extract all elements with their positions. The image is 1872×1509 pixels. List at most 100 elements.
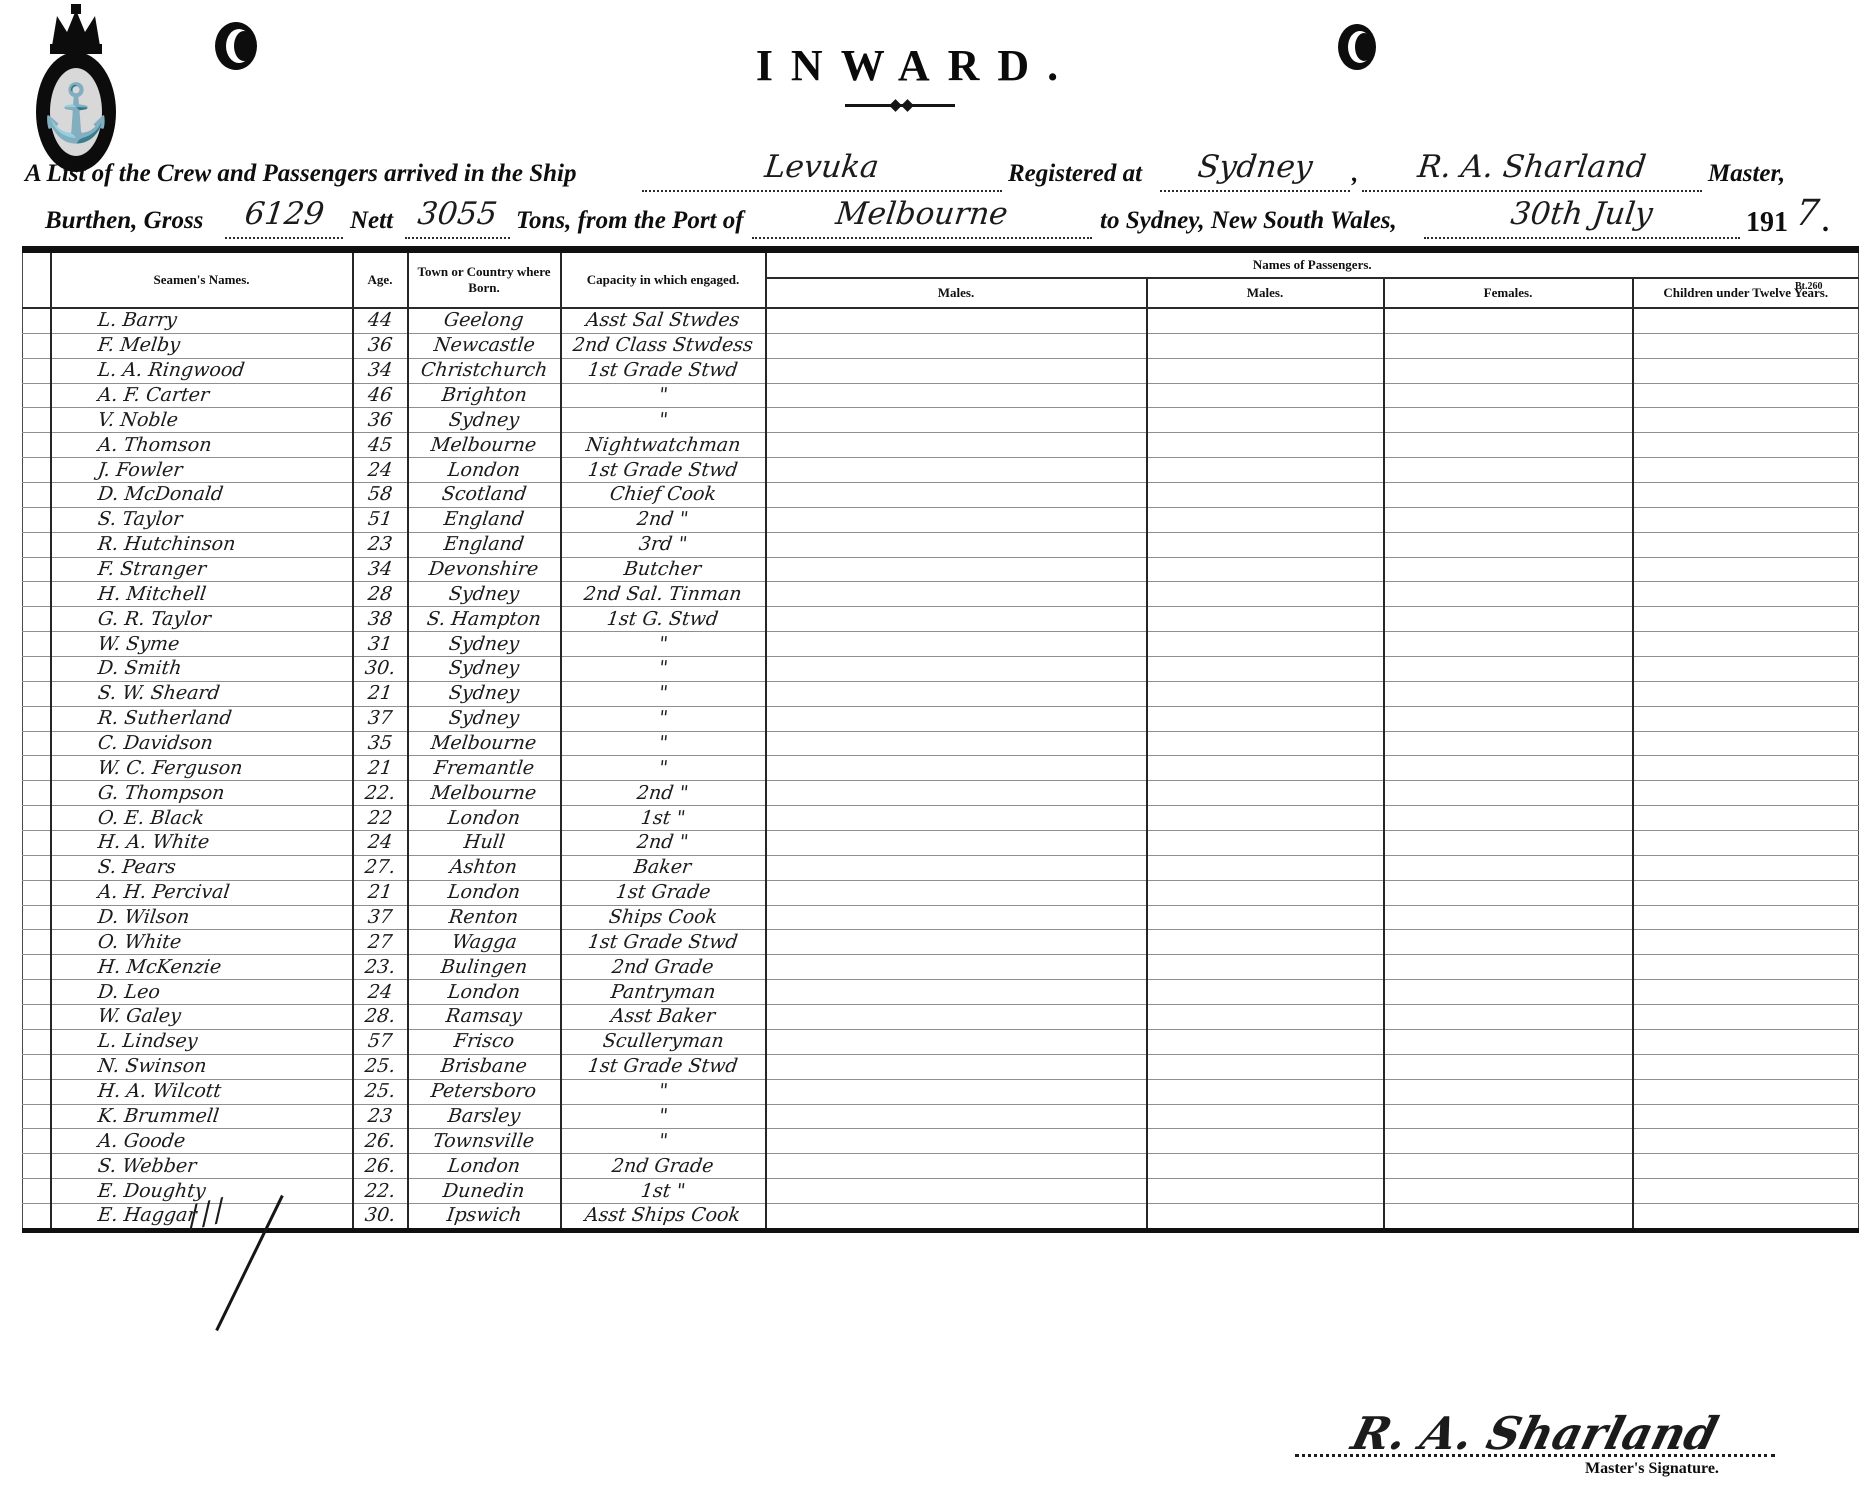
- passenger-cell-children: [1631, 755, 1859, 782]
- table-row: H. Mitchell 28 Sydney 2nd Sal. Tinman: [22, 581, 1859, 608]
- table-row: S. Webber 26. London 2nd Grade: [22, 1153, 1859, 1180]
- passenger-cell-males1: [764, 731, 1147, 757]
- seaman-name: H. Mitchell: [96, 582, 207, 605]
- passenger-cell-males1: [764, 1079, 1147, 1105]
- hole-punch-icon: [215, 22, 257, 70]
- passenger-cell-children: [1631, 1153, 1859, 1180]
- seaman-town: Renton: [448, 906, 520, 929]
- passenger-cell-females: [1382, 1128, 1633, 1155]
- passenger-cell-males2: [1145, 383, 1384, 409]
- seaman-capacity: Asst Sal Stwdes: [584, 309, 742, 332]
- passenger-cell-females: [1382, 780, 1633, 807]
- table-row: A. H. Percival 21 London 1st Grade: [22, 880, 1859, 906]
- passenger-cell-males1: [764, 532, 1147, 558]
- passenger-cell-males1: [764, 830, 1147, 856]
- blank-cell: [22, 358, 51, 384]
- table-row: K. Brummell 23 Barsley ": [22, 1104, 1859, 1130]
- seaman-age: 23: [366, 533, 394, 556]
- seaman-capacity: 2nd Grade: [610, 955, 716, 978]
- passenger-children-header: Children under Twelve Years.: [1631, 277, 1859, 309]
- seaman-capacity: Asst Baker: [609, 1005, 717, 1028]
- burthen-label: Burthen, Gross: [45, 207, 204, 234]
- seaman-town: Geelong: [442, 309, 526, 332]
- seaman-capacity: Chief Cook: [608, 483, 718, 506]
- seaman-age: 36: [366, 334, 394, 357]
- seaman-town: Fremantle: [432, 756, 536, 779]
- passenger-cell-males2: [1145, 532, 1384, 558]
- blank-cell: [22, 482, 51, 508]
- seaman-name: F. Melby: [96, 334, 181, 357]
- seaman-town: Barsley: [446, 1104, 522, 1127]
- passenger-cell-females: [1382, 1203, 1633, 1231]
- seaman-age: 35: [366, 732, 394, 755]
- passenger-cell-males2: [1145, 706, 1384, 732]
- blank-cell: [22, 880, 51, 906]
- passenger-cell-males2: [1145, 1029, 1384, 1055]
- seaman-age: 24: [366, 831, 394, 854]
- blank-cell: [22, 407, 51, 434]
- passenger-cell-males2: [1145, 457, 1384, 484]
- seaman-age: 23: [366, 1104, 394, 1127]
- passenger-cell-males2: [1145, 308, 1384, 334]
- passenger-cell-males2: [1145, 681, 1384, 707]
- blank-cell: [22, 1004, 51, 1030]
- passenger-cell-children: [1631, 706, 1859, 732]
- seaman-name: C. Davidson: [96, 732, 214, 755]
- seaman-town: Sydney: [447, 657, 521, 680]
- passenger-females-header: Females.: [1382, 277, 1633, 309]
- seaman-name: W. Galey: [96, 1005, 182, 1028]
- seaman-name: A. H. Percival: [96, 881, 231, 904]
- seaman-capacity: ": [657, 1104, 669, 1127]
- passenger-cell-males1: [764, 880, 1147, 906]
- seaman-age: 45: [366, 433, 394, 456]
- year-printed: 191: [1746, 207, 1788, 238]
- svg-text:⚓: ⚓: [41, 81, 111, 145]
- passenger-cell-males2: [1145, 482, 1384, 508]
- passenger-cell-males2: [1145, 1004, 1384, 1030]
- passenger-cell-males1: [764, 358, 1147, 384]
- seaman-town: S. Hampton: [425, 607, 543, 630]
- passenger-cell-children: [1631, 1004, 1859, 1030]
- passenger-cell-children: [1631, 905, 1859, 931]
- table-row: L. Lindsey 57 Frisco Sculleryman: [22, 1029, 1859, 1055]
- table-row: O. E. Black 22 London 1st ": [22, 805, 1859, 832]
- passenger-cell-females: [1382, 954, 1633, 981]
- table-row: A. Goode 26. Townsville ": [22, 1128, 1859, 1155]
- seaman-age: 22.: [363, 781, 397, 804]
- seaman-town: Frisco: [452, 1030, 516, 1053]
- seaman-town: London: [446, 881, 522, 904]
- blank-cell: [22, 656, 51, 682]
- seaman-age: 26.: [363, 1129, 397, 1152]
- capacity-header: Capacity in which engaged.: [559, 249, 766, 309]
- seaman-age: 21: [366, 881, 394, 904]
- seaman-capacity: 2nd Sal. Tinman: [582, 582, 744, 605]
- seaman-capacity: Nightwatchman: [584, 433, 742, 456]
- seaman-age: 51: [366, 508, 394, 531]
- passenger-cell-males1: [764, 1153, 1147, 1180]
- passenger-cell-children: [1631, 457, 1859, 484]
- passenger-cell-females: [1382, 407, 1633, 434]
- table-row: R. Hutchinson 23 England 3rd ": [22, 532, 1859, 558]
- passenger-cell-children: [1631, 1104, 1859, 1130]
- seaman-town: Dunedin: [441, 1179, 527, 1202]
- passenger-cell-males2: [1145, 855, 1384, 881]
- seaman-age: 27: [366, 930, 394, 953]
- seaman-name: O. E. Black: [96, 806, 205, 829]
- seaman-capacity: 2nd Class Stwdess: [571, 334, 755, 357]
- blank-cell: [22, 383, 51, 409]
- passenger-cell-females: [1382, 557, 1633, 583]
- passenger-cell-males1: [764, 1054, 1147, 1080]
- seaman-town: Brisbane: [439, 1055, 529, 1078]
- seaman-town: Petersboro: [430, 1080, 538, 1103]
- passenger-cell-females: [1382, 1104, 1633, 1130]
- passenger-cell-females: [1382, 905, 1633, 931]
- table-row: G. Thompson 22. Melbourne 2nd ": [22, 780, 1859, 807]
- seaman-town: Sydney: [447, 632, 521, 655]
- passenger-cell-males2: [1145, 780, 1384, 807]
- seaman-town: Sydney: [447, 408, 521, 431]
- master-signature-label: Master's Signature.: [1585, 1460, 1719, 1477]
- passenger-cell-females: [1382, 1004, 1633, 1030]
- passenger-cell-males1: [764, 581, 1147, 608]
- passenger-cell-females: [1382, 1054, 1633, 1080]
- blank-cell: [22, 631, 51, 658]
